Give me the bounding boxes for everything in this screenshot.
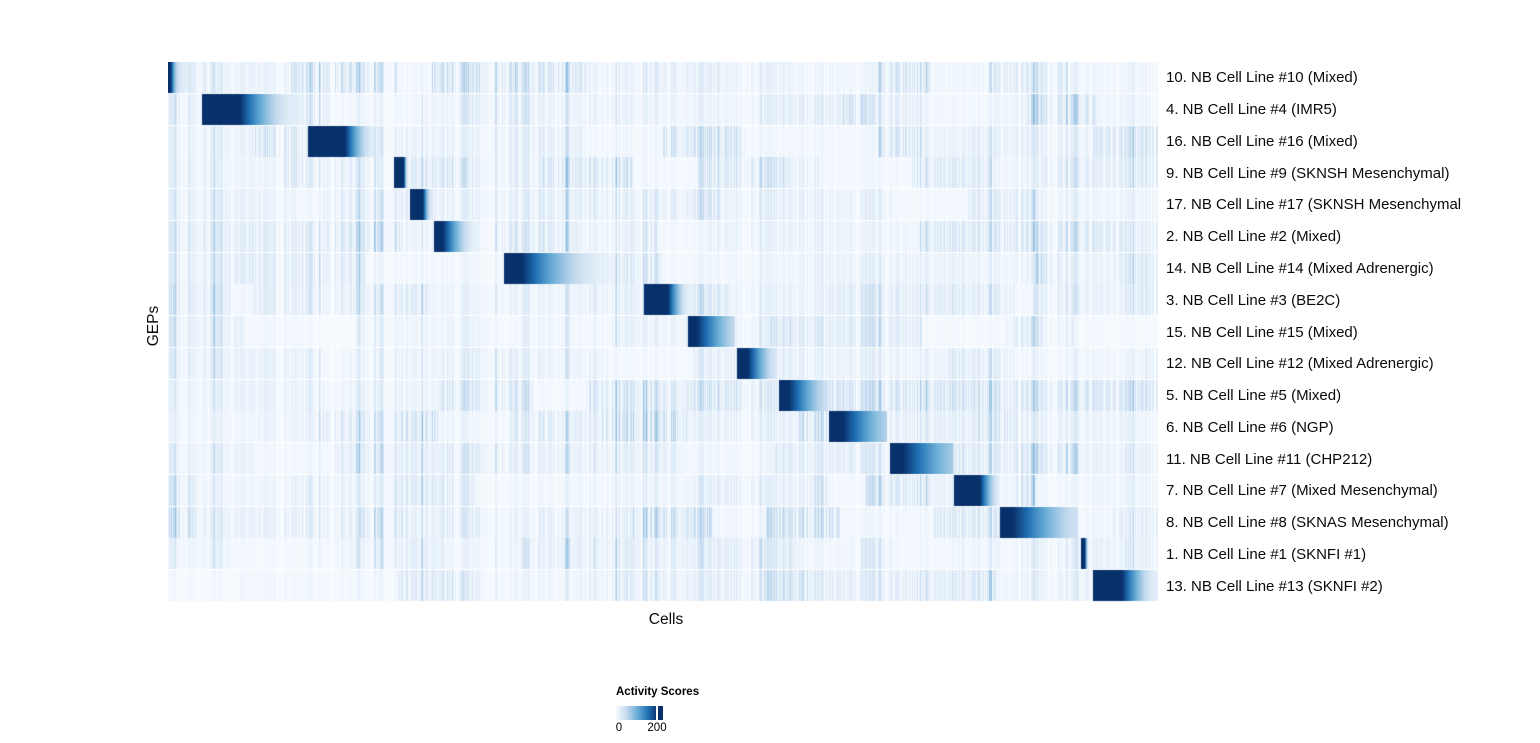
- row-label: 6. NB Cell Line #6 (NGP): [1166, 418, 1334, 436]
- y-axis-label: GEPs: [145, 305, 162, 347]
- row-label: 11. NB Cell Line #11 (CHP212): [1166, 450, 1373, 468]
- row-label: 9. NB Cell Line #9 (SKNSH Mesenchymal): [1166, 164, 1450, 182]
- colorbar-legend: Activity Scores 0 200: [616, 686, 736, 736]
- row-label: 16. NB Cell Line #16 (Mixed): [1166, 132, 1358, 150]
- row-label: 4. NB Cell Line #4 (IMR5): [1166, 101, 1337, 119]
- row-label: 13. NB Cell Line #13 (SKNFI #2): [1166, 577, 1383, 595]
- row-label: 1. NB Cell Line #1 (SKNFI #1): [1166, 545, 1367, 563]
- legend-title: Activity Scores: [616, 686, 700, 698]
- row-label: 12. NB Cell Line #12 (Mixed Adrenergic): [1166, 355, 1434, 373]
- legend-tick-label-min: 0: [615, 721, 623, 734]
- legend-gradient-bar: [616, 705, 663, 720]
- legend-tick-mark: [656, 705, 658, 720]
- x-axis-label: Cells: [648, 611, 684, 628]
- row-label: 17. NB Cell Line #17 (SKNSH Mesenchymal: [1166, 196, 1462, 214]
- row-label: 14. NB Cell Line #14 (Mixed Adrenergic): [1166, 259, 1434, 277]
- row-label: 10. NB Cell Line #10 (Mixed): [1166, 69, 1358, 87]
- row-label: 2. NB Cell Line #2 (Mixed): [1166, 228, 1342, 246]
- row-labels: 10. NB Cell Line #10 (Mixed) 4. NB Cell L…: [1166, 62, 1538, 602]
- row-label: 7. NB Cell Line #7 (Mixed Mesenchymal): [1166, 482, 1438, 500]
- legend-tick-label-200: 200: [647, 721, 667, 734]
- row-label: 5. NB Cell Line #5 (Mixed): [1166, 387, 1342, 405]
- legend-tick-labels: 0 200: [616, 722, 736, 736]
- heatmap-canvas: [168, 62, 1158, 602]
- row-label: 8. NB Cell Line #8 (SKNAS Mesenchymal): [1166, 514, 1449, 532]
- row-label: 3. NB Cell Line #3 (BE2C): [1166, 291, 1341, 309]
- row-label: 15. NB Cell Line #15 (Mixed): [1166, 323, 1358, 341]
